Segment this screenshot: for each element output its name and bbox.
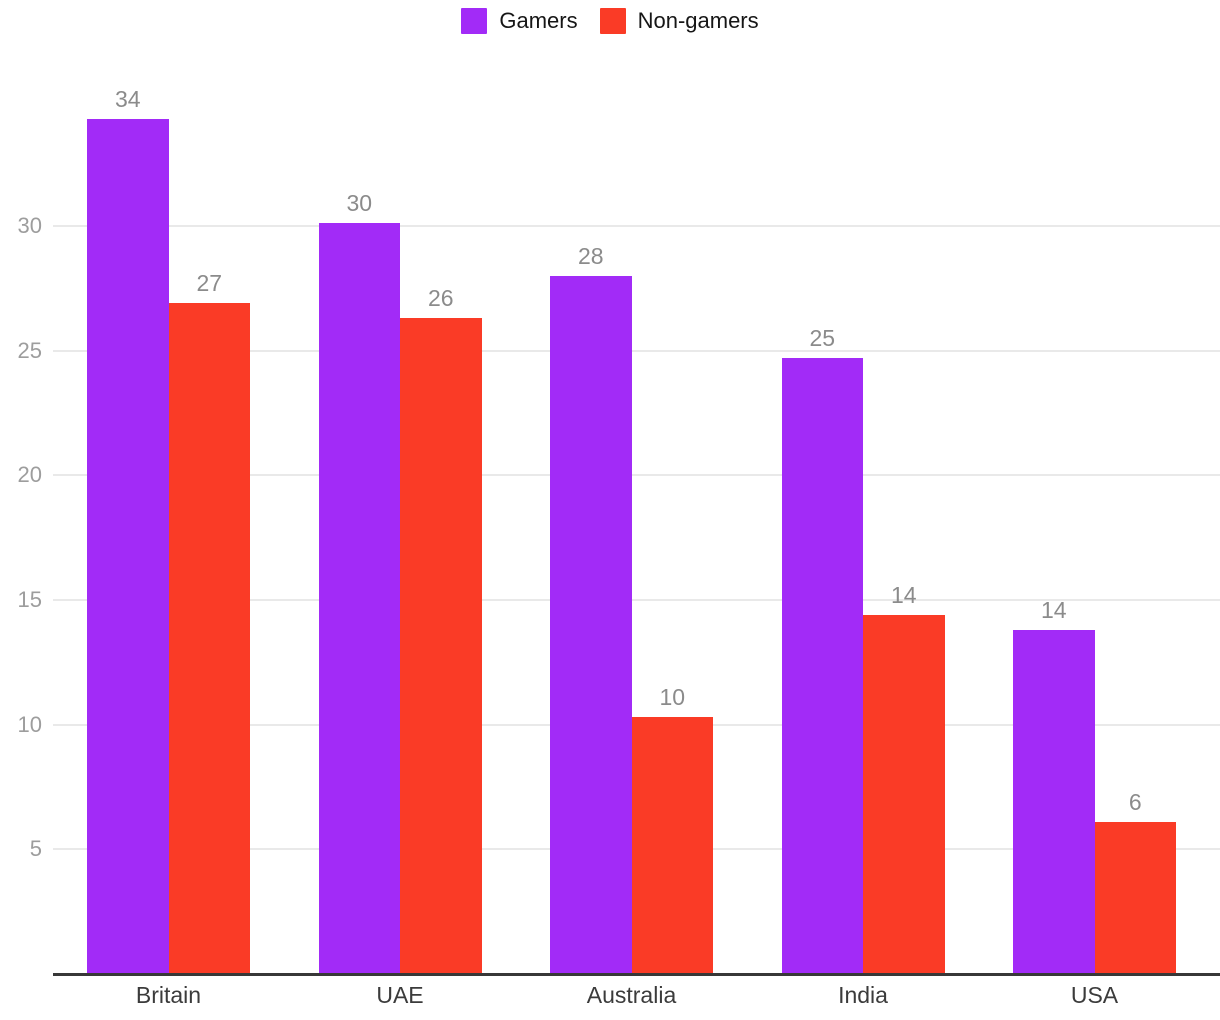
chart-legend: Gamers Non-gamers <box>0 8 1220 34</box>
bar-non-gamers-australia <box>631 717 713 975</box>
bar-value-label: 30 <box>346 190 373 217</box>
legend-label: Non-gamers <box>637 8 759 33</box>
bar-gamers-britain <box>87 118 169 975</box>
legend-swatch-icon <box>461 8 488 34</box>
bar-value-label: 10 <box>659 684 686 711</box>
bar-gamers-australia <box>550 275 632 975</box>
bar-non-gamers-uae <box>400 318 482 975</box>
gridline <box>53 224 1220 227</box>
bar-value-label: 25 <box>809 324 836 351</box>
bar-non-gamers-britain <box>168 303 250 975</box>
bar-value-label: 14 <box>890 581 917 608</box>
legend-swatch-icon <box>599 8 626 34</box>
legend-label: Gamers <box>499 8 578 33</box>
y-tick-label: 10 <box>17 711 42 737</box>
x-category-label: Australia <box>586 982 677 1008</box>
bar-non-gamers-usa <box>1094 821 1176 975</box>
y-tick-label: 30 <box>17 212 42 238</box>
x-category-label: India <box>838 982 888 1008</box>
bar-value-label: 34 <box>114 85 141 112</box>
gridline <box>53 474 1220 477</box>
y-tick-label: 15 <box>17 586 42 612</box>
y-tick-label: 20 <box>17 462 42 488</box>
legend-item-gamers: Gamers <box>461 8 578 34</box>
bar-value-label: 27 <box>196 270 223 297</box>
x-category-label: USA <box>1070 982 1119 1008</box>
bar-non-gamers-india <box>863 614 945 975</box>
bar-value-label: 14 <box>1040 596 1067 623</box>
x-category-label: Britain <box>135 982 202 1008</box>
y-tick-label: 5 <box>29 836 42 862</box>
gridline <box>53 598 1220 601</box>
y-tick-label: 25 <box>17 337 42 363</box>
x-category-label: UAE <box>376 982 424 1008</box>
gridline <box>53 349 1220 352</box>
bar-gamers-india <box>781 357 863 975</box>
bar-gamers-uae <box>318 223 400 975</box>
bar-value-label: 26 <box>427 285 454 312</box>
legend-item-non-gamers: Non-gamers <box>599 8 759 34</box>
bar-gamers-usa <box>1013 629 1095 975</box>
bar-value-label: 6 <box>1128 788 1142 815</box>
x-axis-line <box>53 973 1220 976</box>
bar-value-label: 28 <box>577 242 604 269</box>
